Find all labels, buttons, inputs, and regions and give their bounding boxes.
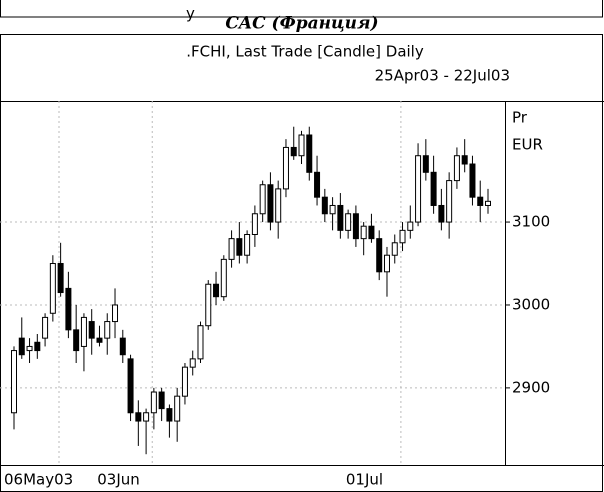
y-tick-label: 3000 — [512, 295, 550, 313]
candle-body — [104, 321, 111, 339]
axis-label: Pr — [512, 109, 528, 127]
candle-body — [251, 213, 258, 235]
candle-body — [282, 146, 289, 190]
candle-body — [18, 337, 25, 356]
x-tick-label: 03Jun — [97, 471, 140, 489]
candle-body — [422, 155, 429, 173]
candle-body — [267, 184, 274, 223]
candle-body — [127, 358, 134, 414]
candle-body — [213, 283, 220, 298]
candle-body — [11, 350, 17, 414]
candle-body — [314, 171, 321, 198]
candle-body — [407, 221, 414, 231]
candle-body — [485, 200, 491, 206]
candle-body — [376, 238, 383, 273]
x-tick-label: 01Jul — [346, 471, 383, 489]
candle-body — [352, 213, 359, 240]
candle-body — [469, 163, 476, 198]
candle-body — [65, 287, 72, 331]
candle-body — [446, 180, 453, 223]
candle-body — [158, 391, 165, 410]
chart-title: CAC (Франция) — [225, 14, 378, 34]
candle-body — [189, 358, 196, 368]
y-tick-label: 3100 — [512, 213, 550, 231]
chart-subtitle: .FCHI, Last Trade [Candle] Daily — [186, 43, 424, 61]
candle-body — [290, 146, 297, 157]
candle-body — [88, 321, 95, 339]
date-range: 25Apr03 - 22Jul03 — [375, 67, 510, 85]
candle-body — [228, 238, 235, 260]
candle-body — [26, 345, 33, 352]
candle-body — [166, 408, 173, 422]
candle-body — [49, 263, 56, 314]
candle-body — [143, 412, 150, 422]
candle-body — [275, 188, 282, 223]
candle-body — [360, 225, 367, 240]
candle-body — [112, 304, 119, 323]
candle-body — [236, 238, 243, 256]
candle-body — [345, 213, 352, 231]
axis-label: EUR — [512, 136, 543, 154]
candle-body — [399, 229, 406, 244]
candle-body — [383, 254, 390, 273]
candle-body — [73, 329, 80, 352]
header-fragment: у — [186, 5, 195, 23]
candle-body — [298, 134, 305, 157]
candle-body — [135, 412, 142, 422]
candle-body — [150, 391, 157, 414]
candle-body — [415, 155, 422, 223]
candle-body — [220, 258, 227, 298]
candle-body — [329, 204, 336, 215]
frame — [0, 34, 603, 492]
top-strip — [0, 0, 603, 18]
x-tick-label: 06May03 — [4, 471, 73, 489]
candle-body — [453, 155, 460, 182]
candle-body — [244, 233, 251, 256]
candle-body — [368, 225, 375, 240]
candle-body — [438, 204, 445, 223]
candle-body — [430, 171, 437, 206]
candle-body — [80, 316, 87, 347]
y-tick-label: 2900 — [512, 378, 550, 396]
candle-body — [119, 337, 126, 356]
candle-body — [57, 263, 64, 294]
candle-body — [259, 184, 266, 215]
candle-body — [174, 395, 181, 422]
candle-body — [42, 316, 49, 339]
candle-body — [96, 337, 103, 343]
candle-body — [461, 155, 468, 165]
candle-body — [205, 283, 212, 327]
candle-body — [34, 341, 41, 352]
candle-body — [306, 134, 313, 173]
candle-body — [477, 196, 484, 206]
candle-body — [321, 196, 328, 215]
candle-body — [391, 242, 398, 256]
candle-body — [197, 325, 204, 360]
candle-body — [337, 204, 344, 231]
candle-body — [181, 366, 188, 397]
